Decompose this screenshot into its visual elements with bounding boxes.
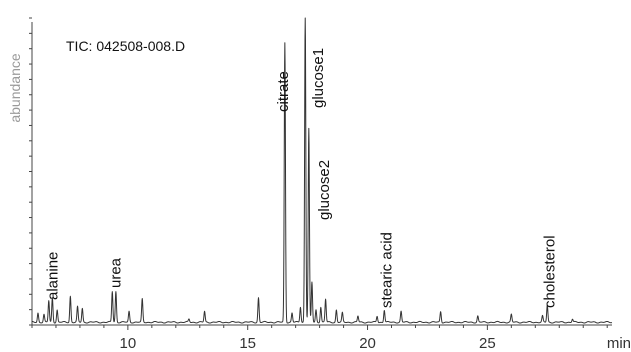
x-tick-label: 10 <box>120 335 137 352</box>
x-axis-ticks: 10 15 20 25 <box>31 325 608 352</box>
peak-label-glucose1: glucose1 <box>310 48 327 108</box>
peak-label-stearic-acid: stearic acid <box>378 232 395 308</box>
y-axis-label: abundance <box>7 53 23 123</box>
x-axis-label: min <box>607 335 631 352</box>
peak-labels: alanine urea citrate glucose1 glucose2 steari… <box>44 48 558 308</box>
x-tick-label: 25 <box>479 335 496 352</box>
peak-label-citrate: citrate <box>275 71 292 112</box>
chart-title: TIC: 042508-008.D <box>66 38 185 54</box>
peak-label-urea: urea <box>108 257 125 288</box>
peak-label-alanine: alanine <box>44 252 61 300</box>
peak-label-glucose2: glucose2 <box>316 160 333 220</box>
x-tick-label: 20 <box>359 335 376 352</box>
tic-trace <box>31 17 613 324</box>
peak-label-cholesterol: cholesterol <box>541 235 558 308</box>
x-tick-label: 15 <box>239 335 256 352</box>
